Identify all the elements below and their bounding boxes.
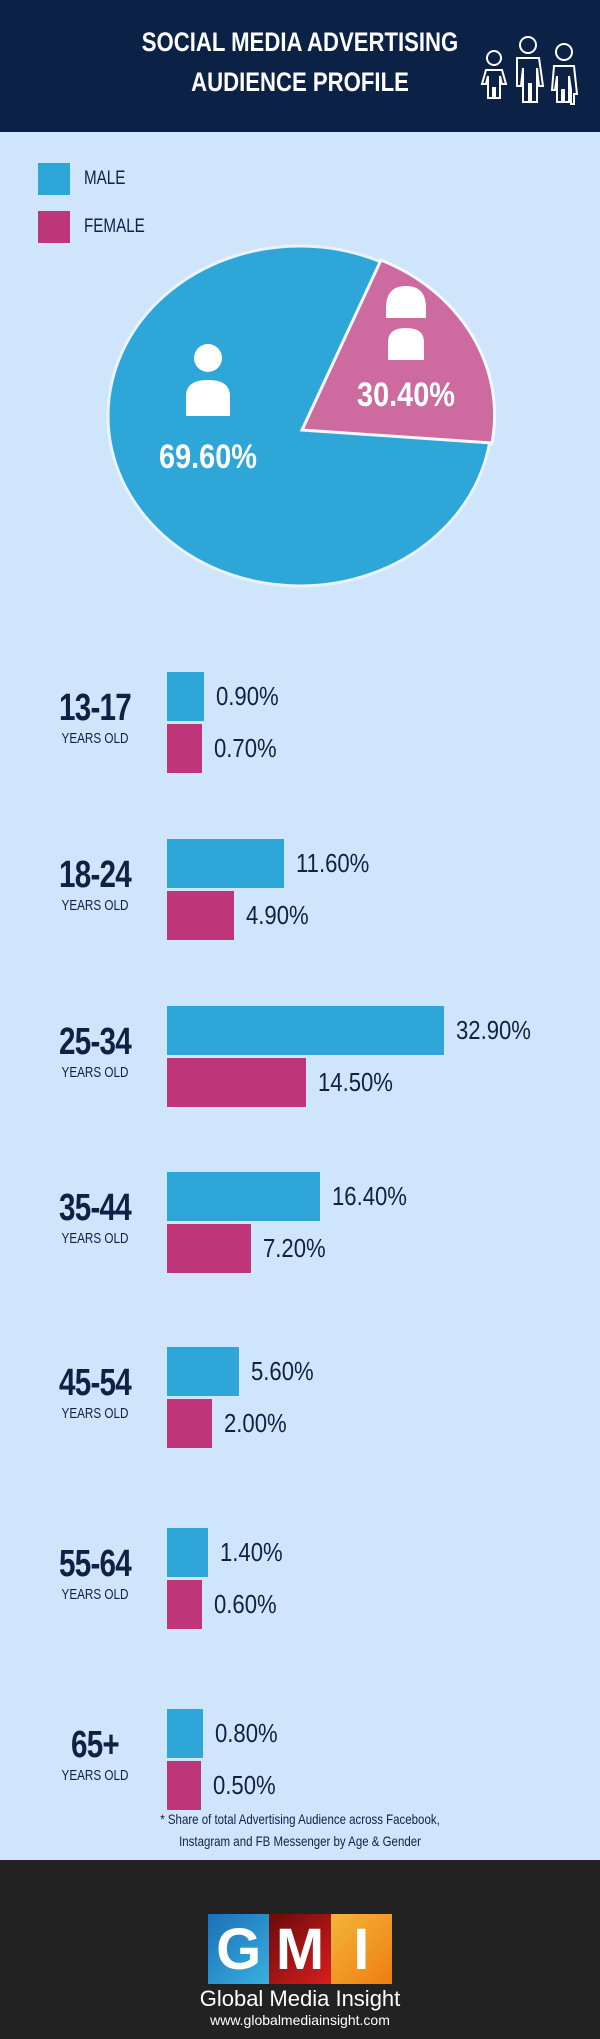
value-label-male: 16.40% [332, 1181, 407, 1211]
value-label-female: 2.00% [224, 1408, 287, 1438]
footnote-line1: * Share of total Advertising Audience ac… [160, 1811, 440, 1827]
footer: G M I Global Media Insight www.globalmed… [0, 1860, 600, 2039]
value-label-male: 0.80% [215, 1718, 278, 1748]
bar-male [167, 1347, 239, 1396]
logo-letter-m: M [269, 1914, 331, 1984]
value-label-female: 0.50% [212, 1770, 276, 1800]
legend-male-swatch [38, 163, 70, 195]
female-person-icon [386, 286, 426, 360]
brand-url[interactable]: www.globalmediainsight.com [210, 2012, 390, 2028]
logo-letter-g: G [208, 1914, 270, 1984]
family-icon [480, 36, 579, 105]
pie-label-male: 69.60% [159, 437, 257, 476]
value-label-male: 0.90% [215, 681, 279, 711]
age-range-label: 45-54 [59, 1362, 132, 1404]
bar-male [167, 1709, 203, 1758]
age-group: 65+ YEARS OLD 0.80% 0.50% [0, 1709, 600, 1810]
bar-male [167, 1172, 320, 1221]
page-title-line1: SOCIAL MEDIA ADVERTISING [141, 27, 459, 57]
age-group: 18-24 YEARS OLD 11.60% 4.90% [0, 839, 600, 940]
years-old-label: YEARS OLD [61, 1230, 129, 1247]
header: SOCIAL MEDIA ADVERTISING AUDIENCE PROFIL… [0, 0, 600, 132]
bar-male [167, 1006, 444, 1055]
age-range-label: 18-24 [59, 854, 132, 896]
bar-female [167, 1058, 306, 1107]
pie-label-female: 30.40% [357, 375, 455, 414]
age-range-label: 65+ [71, 1724, 120, 1766]
brand-name: Global Media Insight [199, 1986, 401, 2011]
years-old-label: YEARS OLD [61, 1586, 129, 1603]
pie-chart: 69.60% 30.40% [106, 244, 497, 588]
years-old-label: YEARS OLD [61, 1767, 129, 1784]
bar-female [167, 1399, 212, 1448]
years-old-label: YEARS OLD [61, 730, 129, 747]
value-label-female: 7.20% [263, 1233, 326, 1263]
age-range-label: 35-44 [59, 1187, 132, 1229]
footnote-line2: Instagram and FB Messenger by Age & Gend… [179, 1833, 421, 1849]
bar-female [167, 1761, 201, 1810]
legend-male-label: MALE [84, 168, 126, 189]
value-label-female: 0.70% [214, 733, 277, 763]
age-group: 25-34 YEARS OLD 32.90% 14.50% [0, 1006, 600, 1107]
years-old-label: YEARS OLD [61, 1405, 129, 1422]
value-label-female: 14.50% [317, 1067, 393, 1097]
value-label-female: 0.60% [213, 1589, 277, 1619]
logo-letter-i: I [330, 1914, 392, 1984]
age-range-label: 25-34 [59, 1021, 132, 1063]
value-label-male: 1.40% [219, 1537, 283, 1567]
legend-female-label: FEMALE [84, 216, 145, 237]
bar-female [167, 1224, 251, 1273]
years-old-label: YEARS OLD [61, 897, 129, 914]
value-label-male: 11.60% [296, 848, 370, 878]
value-label-male: 5.60% [251, 1356, 314, 1386]
bar-male [167, 672, 204, 721]
bar-female [167, 891, 234, 940]
male-person-icon [186, 344, 230, 416]
bar-female [167, 724, 203, 773]
age-range-label: 55-64 [59, 1543, 132, 1585]
legend-female-swatch [38, 211, 70, 243]
value-label-female: 4.90% [245, 900, 309, 930]
age-group: 45-54 YEARS OLD 5.60% 2.00% [0, 1347, 600, 1448]
age-group: 35-44 YEARS OLD 16.40% 7.20% [0, 1172, 600, 1273]
page-title-line2: AUDIENCE PROFILE [191, 67, 409, 97]
age-group: 55-64 YEARS OLD 1.40% 0.60% [0, 1528, 600, 1629]
bar-male [167, 839, 284, 888]
bar-male [167, 1528, 208, 1577]
gmi-logo: G M I [208, 1914, 392, 1984]
age-range-label: 13-17 [59, 687, 132, 729]
age-group: 13-17 YEARS OLD 0.90% 0.70% [0, 672, 600, 773]
years-old-label: YEARS OLD [61, 1064, 129, 1081]
bar-female [167, 1580, 202, 1629]
value-label-male: 32.90% [455, 1015, 531, 1045]
